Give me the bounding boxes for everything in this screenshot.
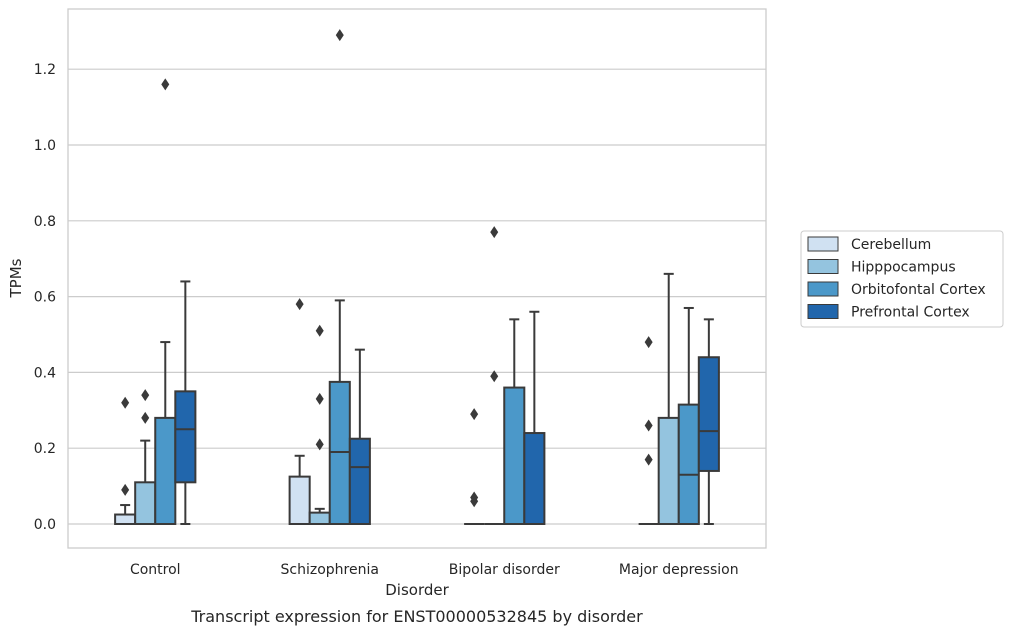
box xyxy=(154,416,177,526)
legend-swatch xyxy=(807,281,839,297)
outlier-point xyxy=(490,370,499,383)
box xyxy=(348,437,371,526)
legend: Cerebellum Hipppocampus Orbitofontal Corte… xyxy=(800,230,1004,328)
y-tick-labels: 0.0 0.2 0.4 0.6 0.8 1.0 1.2 xyxy=(34,62,56,533)
box xyxy=(134,481,157,525)
series-hipppocampus xyxy=(134,226,680,526)
outlier-point xyxy=(315,438,324,451)
plot-frame xyxy=(67,8,767,549)
outlier-point xyxy=(121,396,130,409)
legend-swatch xyxy=(807,259,839,274)
outlier-point xyxy=(121,483,130,496)
y-tick-label: 0.6 xyxy=(34,290,56,306)
x-axis-title: Disorder xyxy=(385,581,449,599)
y-tick-label: 1.0 xyxy=(34,138,56,154)
outlier-point xyxy=(315,324,324,337)
outlier-point xyxy=(490,226,499,239)
outlier-point xyxy=(644,419,653,432)
box xyxy=(308,511,331,526)
outlier-point xyxy=(315,392,324,405)
y-tick-label: 0.0 xyxy=(34,517,56,533)
x-tick-labels: Control Schizophrenia Bipolar disorder Majo… xyxy=(130,562,739,578)
legend-frame xyxy=(800,230,1004,328)
y-tick-label: 0.8 xyxy=(34,214,56,230)
y-tick-label: 0.2 xyxy=(34,441,56,457)
box-groups xyxy=(114,29,720,526)
box xyxy=(503,386,526,525)
x-tick-label: Major depression xyxy=(619,562,739,578)
box xyxy=(174,390,197,484)
series-orbitofontal-cortex xyxy=(154,29,700,526)
outlier-point xyxy=(335,29,344,42)
legend-label: Hipppocampus xyxy=(851,260,956,276)
outlier-point xyxy=(644,336,653,349)
legend-swatch xyxy=(807,236,839,252)
outlier-point xyxy=(644,453,653,466)
box xyxy=(288,475,311,525)
outlier-point xyxy=(295,298,304,311)
y-axis-title: TPMs xyxy=(7,258,25,298)
series-prefrontal-cortex xyxy=(174,280,720,526)
box xyxy=(523,432,546,526)
outlier-point xyxy=(161,78,170,91)
x-tick-label: Schizophrenia xyxy=(281,562,379,578)
outlier-point xyxy=(470,491,479,504)
legend-label: Cerebellum xyxy=(851,237,931,253)
x-tick-label: Bipolar disorder xyxy=(449,562,560,578)
box xyxy=(114,513,137,526)
box xyxy=(657,416,680,526)
box xyxy=(697,356,720,472)
legend-swatch xyxy=(807,304,839,319)
chart-caption: Transcript expression for ENST0000053284… xyxy=(190,607,643,626)
x-tick-label: Control xyxy=(130,562,181,578)
legend-label: Orbitofontal Cortex xyxy=(851,282,986,298)
y-tick-label: 1.2 xyxy=(34,62,56,78)
y-tick-label: 0.4 xyxy=(34,365,56,381)
outlier-point xyxy=(470,408,479,421)
box xyxy=(677,403,700,525)
legend-label: Prefrontal Cortex xyxy=(851,305,970,321)
outlier-point xyxy=(141,411,150,424)
outlier-point xyxy=(141,389,150,402)
